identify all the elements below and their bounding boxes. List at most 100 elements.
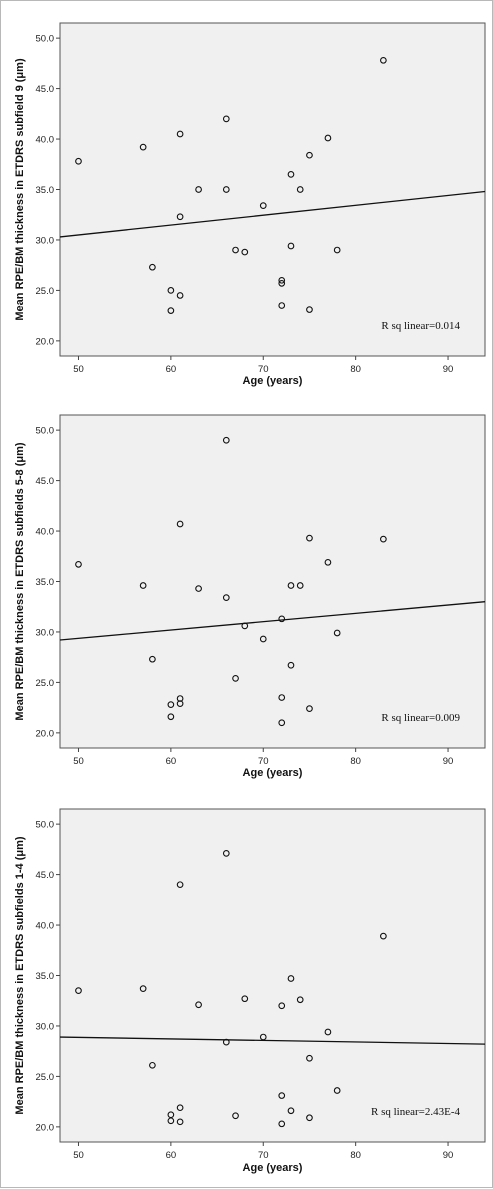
data-point	[167, 713, 175, 721]
data-point	[195, 186, 202, 193]
data-point	[306, 151, 313, 159]
x-tick-label: 70	[258, 756, 269, 767]
fit-line	[59, 190, 486, 238]
y-axis-title: Mean RPE/BM thickness in ETDRS subfield …	[14, 58, 26, 321]
data-point	[278, 1120, 286, 1128]
data-point	[195, 1001, 202, 1009]
data-point	[241, 995, 249, 1003]
plot-area	[59, 808, 486, 1143]
y-tick-label: 20.0	[36, 336, 55, 347]
y-tick-label: 30.0	[36, 1021, 55, 1032]
data-point	[176, 700, 184, 707]
y-tick-label: 50.0	[36, 34, 55, 45]
y-tick-label: 30.0	[36, 627, 55, 638]
data-point	[75, 560, 82, 568]
data-point	[149, 655, 156, 663]
r-squared-annotation: R sq linear=0.009	[381, 712, 460, 724]
data-point	[167, 701, 175, 708]
data-point	[287, 975, 295, 982]
data-point	[232, 675, 239, 682]
y-tick-label: 20.0	[36, 1122, 55, 1133]
data-point	[222, 850, 230, 857]
data-point	[75, 157, 82, 165]
data-point	[75, 987, 82, 994]
data-point	[176, 1104, 184, 1112]
data-point	[333, 1087, 341, 1094]
data-point	[287, 661, 295, 669]
data-point	[176, 881, 184, 889]
data-point	[222, 1038, 230, 1046]
y-tick-label: 35.0	[36, 185, 55, 196]
y-tick-label: 50.0	[36, 426, 55, 437]
chart-panel-3: 20.0 25.0 30.0 35.0 40.0 45.0 50.0 50 60 70 80 90 Ag…	[14, 808, 486, 1174]
data-point	[324, 1028, 332, 1036]
y-tick-label: 40.0	[36, 527, 55, 538]
data-point	[176, 520, 184, 528]
data-point	[222, 115, 230, 123]
data-point	[306, 705, 313, 712]
x-tick-label: 80	[350, 1150, 361, 1161]
data-point	[278, 694, 286, 701]
data-point	[241, 622, 249, 630]
x-axis-title: Age (years)	[243, 1162, 303, 1174]
x-tick-label: 80	[350, 364, 361, 375]
data-point	[176, 130, 184, 138]
data-point	[241, 248, 249, 256]
y-tick-label: 40.0	[36, 921, 55, 932]
data-point	[259, 202, 267, 209]
data-point	[232, 246, 239, 254]
y-tick-label: 45.0	[36, 476, 55, 487]
x-tick-label: 90	[443, 364, 454, 375]
data-point	[306, 534, 313, 542]
y-axis-title: Mean RPE/BM thickness in ETDRS subfields…	[14, 442, 26, 720]
chart-panel-2: 20.0 25.0 30.0 35.0 40.0 45.0 50.0 50 60 70 80 90 Ag…	[14, 414, 486, 779]
data-point	[278, 276, 286, 284]
plot-area	[59, 22, 486, 357]
chart-panel-1: 20.0 25.0 30.0 35.0 40.0 45.0 50.0 50 60 70 80 90 Ag…	[14, 22, 486, 387]
data-point	[139, 582, 147, 589]
x-tick-label: 50	[73, 756, 84, 767]
x-axis-title: Age (years)	[243, 375, 303, 387]
data-point	[176, 213, 184, 221]
data-point	[259, 635, 267, 643]
data-point	[380, 535, 387, 543]
fit-line	[59, 601, 486, 641]
x-tick-label: 60	[166, 756, 177, 767]
data-point	[296, 582, 304, 589]
data-point	[167, 307, 175, 314]
data-point	[380, 56, 387, 64]
data-point	[222, 186, 230, 193]
data-point	[287, 242, 295, 250]
y-tick-label: 45.0	[36, 870, 55, 881]
data-point	[306, 306, 313, 313]
data-point	[278, 279, 286, 287]
x-tick-label: 60	[166, 364, 177, 375]
r-squared-annotation: R sq linear=0.014	[381, 320, 460, 332]
data-point	[139, 985, 147, 992]
x-tick-label: 70	[258, 364, 269, 375]
data-point	[149, 1061, 156, 1069]
y-tick-label: 45.0	[36, 84, 55, 95]
plot-area	[59, 414, 486, 749]
y-tick-label: 35.0	[36, 971, 55, 982]
x-tick-label: 90	[443, 1150, 454, 1161]
data-point	[278, 1002, 286, 1010]
r-squared-annotation: R sq linear=2.43E-4	[371, 1106, 460, 1118]
y-tick-label: 30.0	[36, 235, 55, 246]
data-point	[259, 1033, 267, 1041]
data-point	[333, 629, 341, 637]
y-tick-label: 35.0	[36, 577, 55, 588]
x-tick-label: 80	[350, 756, 361, 767]
y-tick-label: 25.0	[36, 678, 55, 689]
data-point	[380, 932, 387, 940]
y-tick-label: 25.0	[36, 1072, 55, 1083]
data-point	[176, 695, 184, 702]
data-point	[167, 287, 175, 294]
x-tick-label: 60	[166, 1150, 177, 1161]
data-point	[139, 143, 147, 151]
data-point	[333, 246, 341, 254]
y-axis-title: Mean RPE/BM thickness in ETDRS subfields…	[14, 836, 26, 1114]
x-tick-label: 90	[443, 756, 454, 767]
data-point	[287, 1107, 295, 1115]
